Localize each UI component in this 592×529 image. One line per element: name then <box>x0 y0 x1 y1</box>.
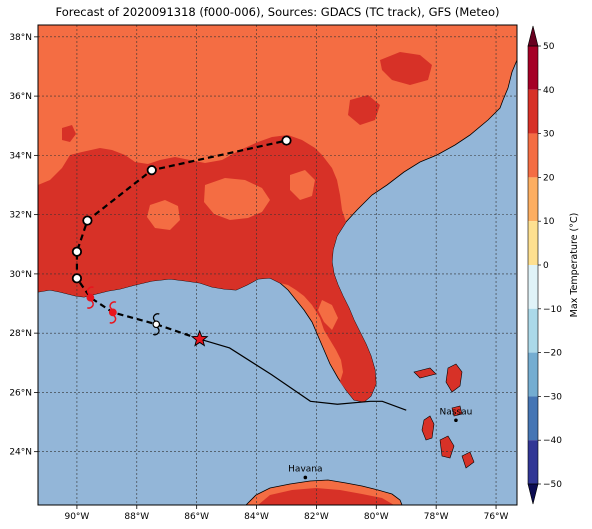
temperature-hole-georgia <box>204 178 270 220</box>
colorbar: 50 40 30 20 10 0 −10 −20 −30 −40 −50 Max Temperatur… <box>527 25 580 505</box>
city-label: Havana <box>288 464 322 474</box>
colorbar-band <box>528 352 538 397</box>
past-track-line <box>199 338 407 411</box>
colorbar-tick-label: 20 <box>543 173 555 183</box>
colorbar-tick-label: 30 <box>543 130 555 140</box>
colorbar-tick-label: 40 <box>543 86 555 96</box>
bahamas-eleuthera <box>445 363 463 393</box>
colorbar-band <box>528 221 538 265</box>
hurricane-symbol-icon <box>152 313 161 336</box>
lon-tick-label: 76°W <box>484 512 509 522</box>
colorbar-band <box>528 396 538 441</box>
lon-tick-label: 88°W <box>124 512 149 522</box>
land-layer <box>38 25 517 505</box>
colorbar-band <box>528 265 538 309</box>
temperature-hole-alabama <box>147 200 180 230</box>
lon-tick-label: 80°W <box>364 512 389 522</box>
track-point-circle <box>71 246 83 257</box>
lon-tick-label: 84°W <box>244 512 269 522</box>
current-position-star-icon <box>190 329 209 347</box>
colorbar-tick-label: 50 <box>543 42 555 52</box>
city-markers: Havana Nassau <box>288 407 472 480</box>
lon-tick-label: 78°W <box>424 512 449 522</box>
lon-tick-label: 90°W <box>64 512 89 522</box>
colorbar-band <box>528 133 538 178</box>
colorbar-band <box>528 308 538 353</box>
hurricane-symbol-icon <box>108 301 117 324</box>
track-point-circle <box>71 273 83 284</box>
colorbar-tick-label: −40 <box>543 436 562 446</box>
colorbar-top-arrow-icon <box>527 25 539 47</box>
bahamas-andros <box>421 415 435 441</box>
bahamas-abaco <box>451 405 463 417</box>
lat-tick-label: 36°N <box>9 92 32 102</box>
colorbar-tick-label: 10 <box>543 217 555 227</box>
colorbar-band <box>528 46 538 90</box>
colorbar-tick-label: 0 <box>543 261 549 271</box>
lat-tick-label: 34°N <box>9 151 32 161</box>
lat-tick-label: 26°N <box>9 388 32 398</box>
storm-tracks <box>71 135 407 411</box>
city-label: Nassau <box>439 407 472 417</box>
lat-tick-label: 28°N <box>9 329 32 339</box>
map-frame <box>37 24 518 506</box>
lon-tick-label: 82°W <box>304 512 329 522</box>
cuba-warm-region <box>258 488 394 505</box>
colorbar-bottom-arrow-icon <box>527 483 539 505</box>
map-title: Forecast of 2020091318 (f000-006), Sourc… <box>55 5 500 19</box>
lat-tick-label: 24°N <box>9 448 32 458</box>
colorbar-tick-label: −10 <box>543 305 562 315</box>
warm-pocket-appalachia <box>348 95 380 125</box>
colorbar-band <box>528 440 538 484</box>
warm-temperature-region <box>38 135 376 402</box>
track-point-circle <box>146 165 157 176</box>
lat-tick-label: 32°N <box>9 211 32 221</box>
colorbar-band <box>528 177 538 222</box>
colorbar-band <box>528 89 538 134</box>
lat-tick-label: 30°N <box>9 270 32 280</box>
warm-pocket-virginia <box>380 52 432 85</box>
lon-tick-label: 86°W <box>184 512 209 522</box>
city-dot <box>303 475 308 480</box>
colorbar-tick-label: −50 <box>543 480 562 490</box>
bahamas-exuma <box>461 451 475 469</box>
warm-pocket-west <box>62 125 76 142</box>
colorbar-tick-label: −20 <box>543 349 562 359</box>
colorbar-tick-label: −30 <box>543 392 562 402</box>
temperature-hole-carolina <box>290 170 315 200</box>
lat-tick-label: 38°N <box>9 33 32 43</box>
track-point-circle <box>82 215 93 226</box>
hurricane-symbol-icon <box>86 286 95 309</box>
temperature-hole-florida <box>318 300 338 330</box>
track-point-circle <box>281 135 292 146</box>
bahamas-cat-island <box>439 435 455 459</box>
city-dot <box>454 418 458 423</box>
map-axes: 90°W 88°W 86°W 84°W 82°W 80°W 78°W 76°W 24°N 26°N… <box>9 33 508 522</box>
colorbar-label: Max Temperature (°C) <box>569 213 580 318</box>
